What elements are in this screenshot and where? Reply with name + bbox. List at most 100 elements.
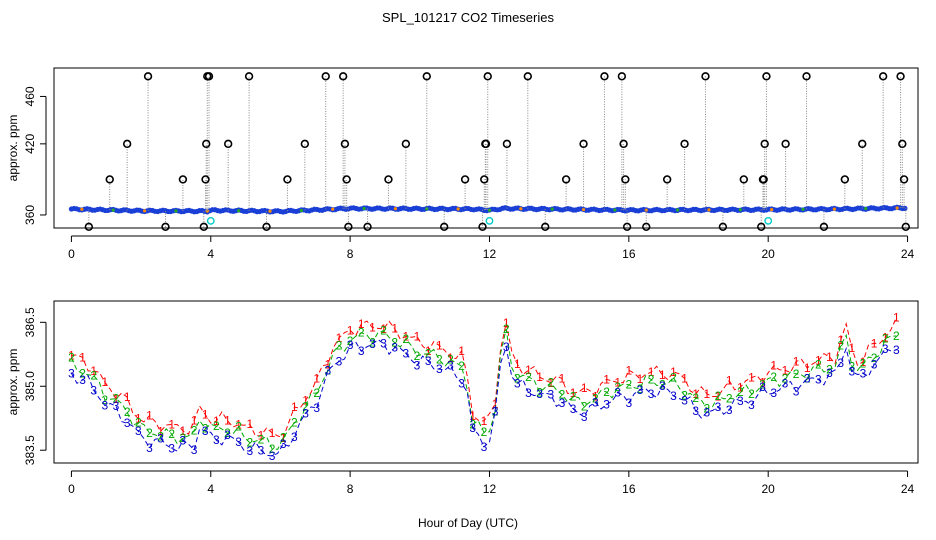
series-point-3: 3 [235,435,242,449]
series-point-3: 3 [804,371,811,385]
series-point-3: 3 [748,398,755,412]
series-point-1: 1 [592,390,599,404]
spike-point [523,72,533,81]
series-point-2: 2 [146,426,153,440]
series-point-1: 1 [414,329,421,343]
series-point-3: 3 [68,366,75,380]
spike-point [178,175,188,184]
series-point-1: 1 [258,429,265,443]
series-point-1: 1 [648,365,655,379]
series-point-3: 3 [269,449,276,463]
x-tick-label: 24 [901,247,915,261]
series-point-1: 1 [336,331,343,345]
baseline-accent-dot [268,209,272,213]
series-point-1: 1 [347,323,354,337]
series-point-3: 3 [525,386,532,400]
series-point-2: 2 [748,387,755,401]
series-point-3: 3 [592,395,599,409]
series-point-1: 1 [157,424,164,438]
series-point-1: 1 [269,426,276,440]
spike-point [642,222,651,232]
series-point-2: 2 [280,431,287,445]
series-point-1: 1 [759,376,766,390]
series-point-2: 2 [570,390,577,404]
series-point-2: 2 [113,392,120,406]
series-point-3: 3 [614,386,621,400]
y-tick-label: 360 [23,205,37,225]
series-point-2: 2 [391,336,398,350]
spike-point [439,222,449,232]
series-point-3: 3 [681,394,688,408]
series-point-2: 2 [246,436,253,450]
x-tick-label: 24 [901,482,915,496]
series-point-1: 1 [469,409,476,423]
x-tick-label: 12 [483,482,497,496]
spike-point [680,139,689,149]
x-tick-label: 8 [347,482,354,496]
series-line-2 [70,329,897,450]
series-point-3: 3 [793,385,800,399]
baseline-accent-dot [770,207,774,212]
baseline-accent-dot [299,208,303,213]
series-point-3: 3 [391,341,398,355]
spike-point [204,72,214,81]
series-point-2: 2 [302,400,309,414]
series-point-2: 2 [737,385,744,399]
series-point-3: 3 [503,340,510,354]
series-point-3: 3 [146,441,153,455]
series-point-3: 3 [770,386,777,400]
series-point-2: 2 [770,370,777,384]
spike-point [262,222,271,232]
x-tick-label: 16 [622,482,636,496]
spike-point [760,139,769,149]
series-point-2: 2 [358,326,365,340]
series-point-1: 1 [670,365,677,379]
baseline-accent-dot [676,208,680,212]
series-point-2: 2 [726,391,733,405]
series-point-3: 3 [581,410,588,424]
series-point-2: 2 [313,386,320,400]
series-point-2: 2 [414,349,421,363]
spike-point [781,139,790,149]
spike-point [483,72,492,81]
series-point-3: 3 [893,343,900,357]
series-point-2: 2 [837,338,844,352]
spike-point [502,139,512,149]
spike-point [840,175,850,184]
series-point-3: 3 [860,366,867,380]
spike-point [701,72,710,81]
series-point-1: 1 [481,414,488,428]
spike-point [384,175,393,184]
spike-point [878,72,888,81]
spike-point [105,175,114,184]
series-point-2: 2 [603,385,610,399]
series-point-3: 3 [113,399,120,413]
series-point-3: 3 [848,365,855,379]
series-point-2: 2 [469,417,476,431]
baseline-accent-dot [864,206,868,211]
spike-point [321,72,330,81]
spike-point [300,139,310,149]
series-point-1: 1 [770,359,777,373]
series-point-2: 2 [715,389,722,403]
series-point-1: 1 [191,413,198,427]
series-point-2: 2 [793,367,800,381]
series-point-3: 3 [202,424,209,438]
series-point-1: 1 [625,363,632,377]
spike-point [84,222,94,232]
series-point-2: 2 [458,359,465,373]
series-point-2: 2 [124,405,131,419]
baseline-accent-dot [613,208,617,212]
series-point-3: 3 [625,396,632,410]
cyan-point [485,216,494,225]
series-point-1: 1 [313,371,320,385]
series-point-2: 2 [291,415,298,429]
series-point-2: 2 [704,402,711,416]
y-tick-label: 420 [23,134,37,154]
series-point-1: 1 [737,380,744,394]
spike-point [342,175,351,184]
